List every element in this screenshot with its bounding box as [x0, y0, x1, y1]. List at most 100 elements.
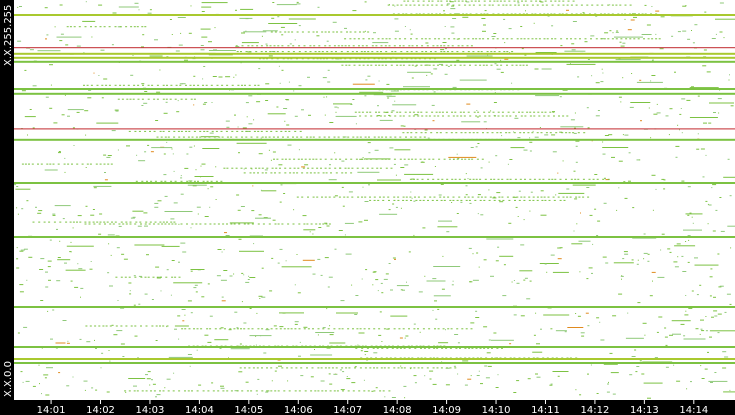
trace-mark — [529, 178, 532, 180]
trace-mark — [493, 115, 496, 117]
sparse-activity-mark — [215, 166, 217, 168]
sparse-activity-mark — [355, 123, 357, 125]
trace-mark — [458, 178, 461, 180]
trace-mark — [367, 31, 370, 33]
trace-mark — [420, 111, 423, 113]
sparse-activity-mark — [258, 68, 261, 70]
sparse-activity-mark — [367, 75, 371, 77]
sparse-activity-mark — [549, 384, 553, 386]
trace-mark — [170, 221, 173, 223]
trace-mark — [231, 84, 234, 86]
sparse-activity-mark — [177, 315, 181, 317]
sparse-activity-mark — [335, 111, 337, 113]
trace-mark — [231, 167, 234, 169]
sparse-activity-mark — [541, 68, 552, 70]
sparse-activity-mark — [55, 342, 66, 344]
sparse-activity-mark — [413, 200, 416, 202]
trace-mark — [88, 223, 91, 225]
sparse-activity-mark — [557, 172, 559, 174]
trace-mark — [447, 328, 450, 330]
sparse-activity-mark — [685, 295, 687, 296]
sparse-activity-mark — [351, 284, 353, 286]
trace-mark — [522, 64, 525, 66]
sparse-activity-mark — [318, 227, 322, 228]
trace-mark — [624, 4, 627, 6]
sparse-activity-mark — [704, 11, 707, 13]
sparse-activity-mark — [540, 1, 544, 3]
sparse-activity-mark — [540, 214, 547, 216]
sparse-activity-mark — [181, 83, 186, 85]
trace-mark — [398, 38, 401, 40]
sparse-activity-mark — [62, 320, 67, 321]
sparse-activity-mark — [240, 206, 245, 207]
trace-mark — [402, 199, 405, 201]
trace-mark — [318, 45, 321, 47]
sparse-activity-mark — [326, 308, 328, 310]
trace-mark — [362, 64, 365, 66]
trace-mark — [236, 390, 239, 392]
trace-mark — [435, 4, 438, 6]
trace-mark — [358, 64, 361, 66]
sparse-activity-mark — [389, 147, 394, 149]
sparse-activity-mark — [432, 383, 437, 385]
sparse-activity-mark — [297, 292, 301, 294]
sparse-activity-mark — [570, 63, 571, 65]
trace-mark — [147, 84, 150, 86]
trace-mark — [503, 0, 506, 2]
trace-mark — [460, 115, 463, 117]
trace-mark — [514, 178, 517, 180]
sparse-activity-mark — [151, 379, 153, 381]
trace-mark — [141, 26, 144, 28]
trace-mark — [399, 115, 402, 117]
sparse-activity-mark — [394, 100, 396, 102]
trace-mark — [520, 38, 523, 40]
trace-mark — [535, 0, 538, 2]
sparse-activity-mark — [457, 342, 460, 344]
trace-mark — [382, 199, 385, 201]
sparse-activity-mark — [296, 1, 299, 3]
sparse-activity-mark — [243, 31, 267, 33]
sparse-activity-mark — [152, 383, 156, 385]
sparse-activity-mark — [337, 107, 339, 109]
band-row — [14, 236, 735, 238]
sparse-activity-mark — [17, 332, 20, 334]
sparse-activity-mark — [45, 96, 49, 98]
trace-mark — [461, 45, 464, 47]
trace-mark — [458, 4, 461, 6]
sparse-activity-mark — [484, 10, 487, 12]
sparse-activity-mark — [100, 367, 102, 369]
sparse-activity-mark — [488, 161, 490, 163]
sparse-activity-mark — [194, 284, 198, 286]
trace-mark — [279, 328, 282, 330]
trace-mark — [126, 98, 129, 100]
sparse-activity-mark — [552, 271, 569, 273]
trace-mark — [339, 158, 342, 160]
sparse-activity-mark — [141, 46, 144, 48]
trace-mark — [349, 31, 352, 33]
sparse-activity-mark — [169, 19, 172, 20]
trace-mark — [275, 367, 278, 369]
trace-mark — [437, 64, 439, 66]
trace-mark — [475, 178, 478, 180]
sparse-activity-mark — [107, 272, 110, 274]
trace-mark — [31, 163, 34, 165]
trace-mark — [339, 167, 342, 169]
sparse-activity-mark — [607, 383, 609, 385]
trace-mark — [180, 223, 183, 225]
sparse-activity-mark — [64, 94, 66, 96]
sparse-activity-mark — [25, 380, 30, 382]
sparse-activity-mark — [419, 331, 421, 333]
band-row — [14, 88, 735, 90]
trace-mark — [566, 4, 569, 6]
trace-mark — [294, 328, 297, 330]
sparse-activity-mark — [511, 82, 513, 84]
trace-mark — [543, 115, 546, 117]
sparse-activity-mark — [692, 42, 695, 44]
trace-mark — [483, 199, 486, 201]
sparse-activity-mark — [95, 348, 97, 349]
trace-mark — [219, 328, 222, 330]
sparse-activity-mark — [235, 74, 237, 76]
sparse-activity-mark — [590, 35, 595, 37]
trace-mark — [544, 199, 547, 201]
band-row — [14, 128, 735, 130]
